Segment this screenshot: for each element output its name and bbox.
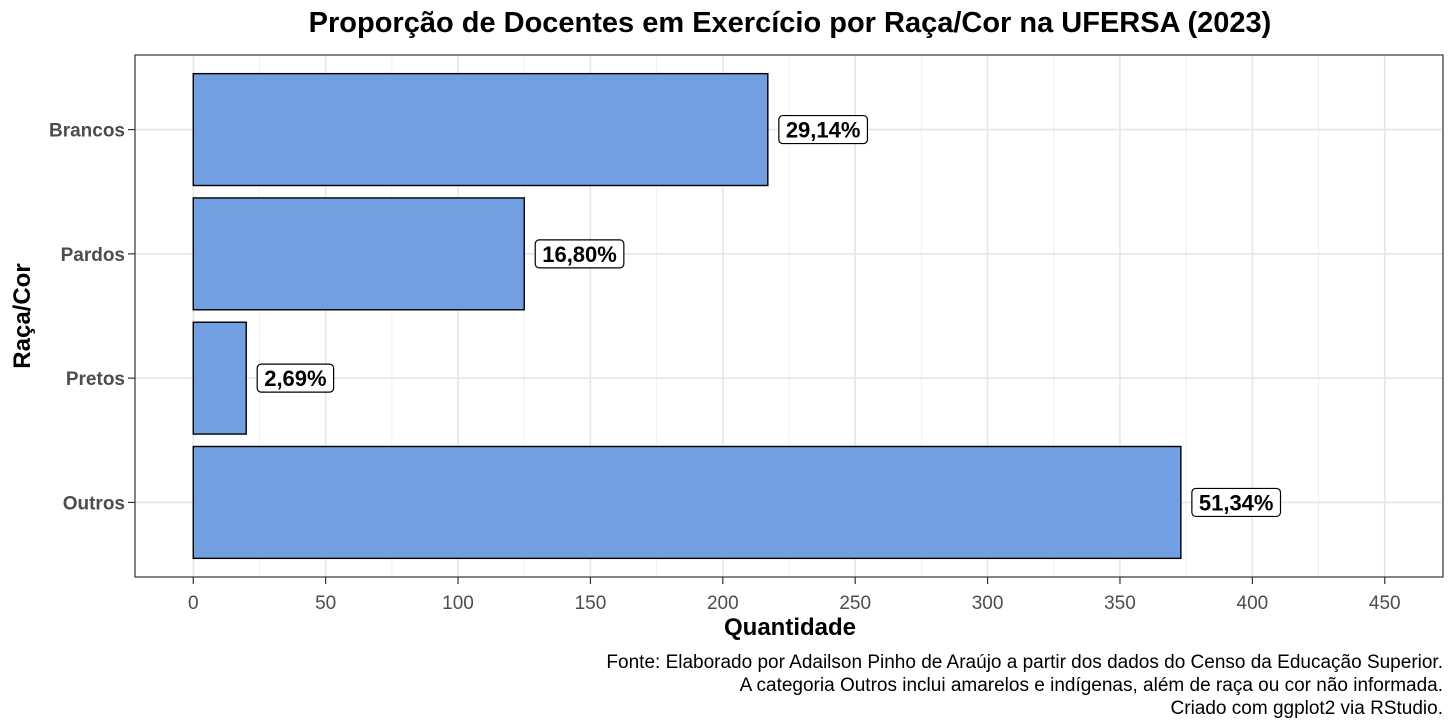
chart-title: Proporção de Docentes em Exercício por R…	[309, 7, 1272, 39]
caption-source: Fonte: Elaborado por Adailson Pinho de A…	[606, 652, 1443, 673]
x-tick-label: 250	[839, 593, 871, 614]
bar-outros	[192, 445, 1182, 560]
y-axis-title: Raça/Cor	[9, 263, 36, 368]
data-label-box	[534, 239, 625, 269]
plot-panel-border	[134, 54, 1444, 578]
data-label-brancos: 29,14%	[778, 114, 869, 145]
caption-note: A categoria Outros inclui amarelos e ind…	[740, 675, 1443, 696]
x-tick-label: 200	[707, 593, 739, 614]
bars: 29,14% 16,80% 2,69% 51,34%	[192, 72, 1282, 560]
y-tick-label-pardos: Pardos	[61, 245, 125, 266]
y-axis: Brancos Pardos Pretos Outros	[49, 121, 135, 514]
data-label-outros: 51,34%	[1191, 487, 1282, 518]
x-axis-title: Quantidade	[724, 614, 856, 641]
x-tick-label: 0	[188, 593, 199, 614]
x-tick-label: 100	[442, 593, 474, 614]
x-axis: 0 50 100 150 200 250 300 350 400 450	[188, 577, 1401, 614]
data-label-text: 2,69%	[264, 366, 326, 391]
data-label-box	[778, 114, 869, 145]
bar-brancos	[192, 72, 769, 187]
data-label-text: 51,34%	[1199, 490, 1274, 515]
y-tick-label-outros: Outros	[63, 493, 125, 514]
data-label-pretos: 2,69%	[256, 363, 335, 393]
caption-credit: Criado com ggplot2 via RStudio.	[1171, 698, 1443, 719]
x-tick-label: 150	[575, 593, 607, 614]
x-tick-label: 300	[972, 593, 1004, 614]
data-label-text: 16,80%	[542, 242, 617, 267]
data-label-text: 29,14%	[786, 118, 861, 143]
x-tick-label: 400	[1237, 593, 1269, 614]
data-label-box	[256, 363, 335, 393]
x-tick-label: 50	[315, 593, 336, 614]
bar-pardos	[192, 197, 525, 311]
y-tick-label-brancos: Brancos	[49, 121, 125, 142]
bar-pretos	[192, 321, 247, 435]
x-tick-label: 450	[1369, 593, 1401, 614]
x-tick-label: 350	[1104, 593, 1136, 614]
data-label-box	[1191, 487, 1282, 518]
data-label-pardos: 16,80%	[534, 239, 625, 269]
y-tick-label-pretos: Pretos	[66, 369, 125, 390]
